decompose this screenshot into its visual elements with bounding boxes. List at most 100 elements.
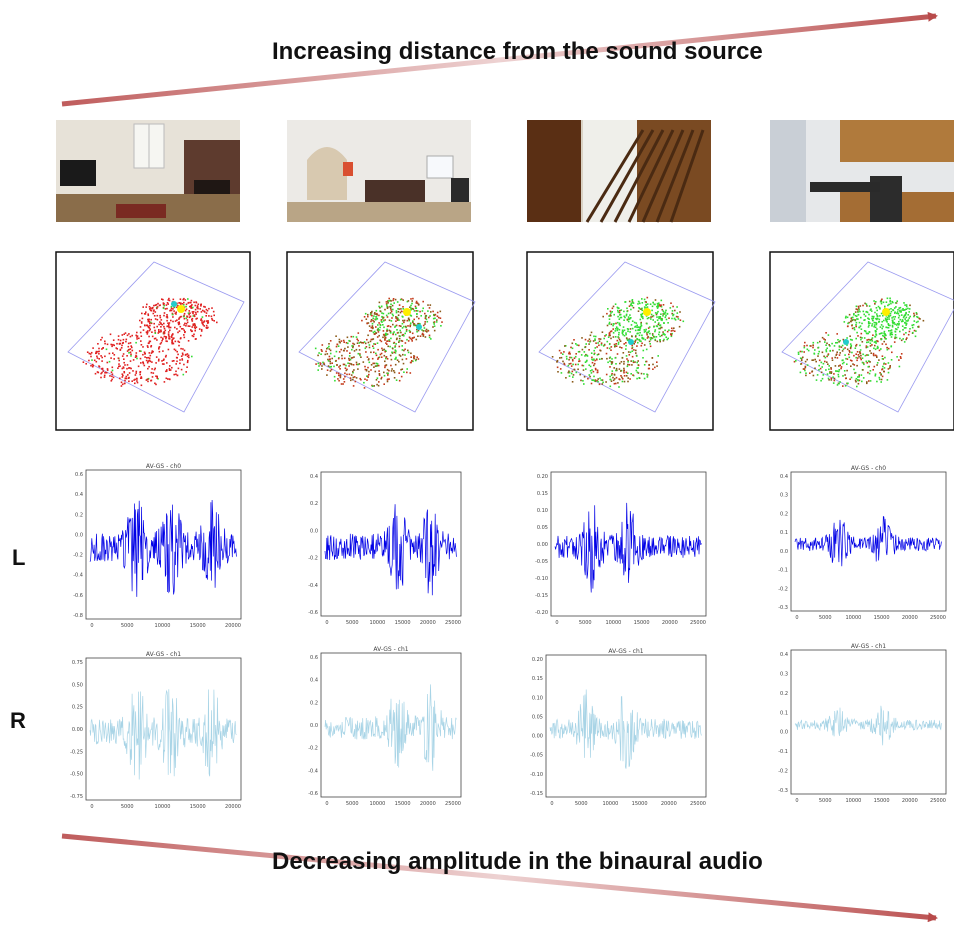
x-tick-label: 20000 xyxy=(420,620,436,626)
x-tick-label: 5000 xyxy=(346,620,359,626)
y-tick-label: 0.3 xyxy=(780,671,788,677)
x-tick-label: 15000 xyxy=(190,804,206,810)
y-tick-label: 0.1 xyxy=(780,710,788,716)
plot-title: AV-GS - ch1 xyxy=(851,643,886,650)
y-tick-label: -0.4 xyxy=(73,573,83,579)
left-channel-plot-1: AV-GS - ch0 0.6 0.4 0.2 0.0 -0.2 -0.4 -0.6 -0.8 0… xyxy=(73,463,242,629)
right-channel-plot-4: AV-GS - ch1 0.4 0.3 0.2 0.1 0.0 -0.1 -0.2 -0.3 0 5… xyxy=(778,643,947,804)
waveform-trace xyxy=(554,502,702,593)
y-tick-label: -0.8 xyxy=(73,613,83,619)
y-tick-label: -0.6 xyxy=(308,610,318,616)
y-tick-label: 0.00 xyxy=(532,734,543,740)
y-tick-label: -0.75 xyxy=(70,794,83,800)
x-tick-label: 25000 xyxy=(690,620,706,626)
sound-source-marker xyxy=(177,305,185,313)
y-tick-label: -0.2 xyxy=(308,746,318,752)
y-tick-label: 0.4 xyxy=(75,492,83,498)
waveform-trace xyxy=(324,504,457,596)
waveform-trace xyxy=(794,705,942,746)
y-tick-label: 0.20 xyxy=(537,474,548,480)
y-tick-label: 0.0 xyxy=(310,528,318,534)
gaussian-scene-view-3 xyxy=(526,251,716,431)
y-tick-label: -0.6 xyxy=(73,593,83,599)
x-tick-label: 20000 xyxy=(902,798,918,804)
x-tick-label: 20000 xyxy=(661,801,677,807)
gaussian-scene-view-1 xyxy=(55,251,251,431)
x-tick-label: 0 xyxy=(90,804,93,810)
x-tick-label: 5000 xyxy=(121,623,134,629)
sound-source-marker xyxy=(882,308,890,316)
y-tick-label: -0.2 xyxy=(308,556,318,562)
y-tick-label: 0.15 xyxy=(537,491,548,497)
bottom-caption: Decreasing amplitude in the binaural aud… xyxy=(272,848,763,875)
x-tick-label: 25000 xyxy=(445,620,461,626)
scene-photo-4: kitchen-photo xyxy=(770,120,954,222)
x-tick-label: 25000 xyxy=(445,801,461,807)
right-channel-plot-1: AV-GS - ch1 0.75 0.50 0.25 0.00 -0.25 -0.50 -0.… xyxy=(70,651,242,810)
y-tick-label: 0.20 xyxy=(532,657,543,663)
x-tick-label: 15000 xyxy=(874,798,890,804)
y-tick-label: -0.6 xyxy=(308,791,318,797)
x-tick-label: 5000 xyxy=(575,801,588,807)
distance-arrow xyxy=(61,11,938,107)
y-tick-label: 0.0 xyxy=(780,549,788,555)
y-tick-label: 0.75 xyxy=(72,660,83,666)
left-channel-plot-2: 0.4 0.2 0.0 -0.2 -0.4 -0.6 0 5000 10000 15000 2000… xyxy=(308,471,462,626)
scene-photo-1: living-room-fireplace-photo xyxy=(56,120,240,222)
y-tick-label: 0.2 xyxy=(780,511,788,517)
y-tick-label: 0.2 xyxy=(310,700,318,706)
scene-photo-3: staircase-photo xyxy=(527,120,711,223)
x-tick-label: 20000 xyxy=(420,801,436,807)
x-tick-label: 10000 xyxy=(369,620,385,626)
x-tick-label: 15000 xyxy=(632,801,648,807)
y-tick-label: 0.00 xyxy=(537,542,548,548)
y-tick-label: 0.6 xyxy=(75,472,83,478)
sound-source-marker xyxy=(403,308,411,316)
x-tick-label: 5000 xyxy=(579,620,592,626)
x-tick-label: 25000 xyxy=(690,801,706,807)
y-tick-label: 0.00 xyxy=(72,727,83,733)
y-tick-label: -0.05 xyxy=(530,753,543,759)
left-channel-plot-4: AV-GS - ch0 0.4 0.3 0.2 0.1 0.0 -0.1 -0.2 -0.3 0 5… xyxy=(778,465,947,621)
waveform-trace xyxy=(89,689,237,780)
x-tick-label: 0 xyxy=(325,620,328,626)
y-tick-label: 0.10 xyxy=(532,695,543,701)
plot-title: AV-GS - ch0 xyxy=(851,465,886,472)
x-tick-label: 20000 xyxy=(902,615,918,621)
y-tick-label: 0.50 xyxy=(72,682,83,688)
y-tick-label: -0.1 xyxy=(778,568,788,574)
y-tick-label: -0.4 xyxy=(308,768,318,774)
x-tick-label: 15000 xyxy=(190,623,206,629)
plot-title: AV-GS - ch0 xyxy=(146,463,181,470)
x-tick-label: 10000 xyxy=(602,801,618,807)
plot-title: AV-GS - ch1 xyxy=(608,648,643,655)
x-tick-label: 10000 xyxy=(845,798,861,804)
x-tick-label: 5000 xyxy=(121,804,134,810)
y-tick-label: -0.50 xyxy=(70,772,83,778)
y-tick-label: 0.2 xyxy=(75,512,83,518)
gaussian-scene-view-2 xyxy=(286,251,476,431)
y-tick-label: -0.1 xyxy=(778,749,788,755)
y-tick-label: -0.15 xyxy=(535,593,548,599)
y-tick-label: -0.05 xyxy=(535,559,548,565)
y-tick-label: 0.4 xyxy=(780,474,788,480)
y-tick-label: 0.10 xyxy=(537,508,548,514)
x-tick-label: 0 xyxy=(555,620,558,626)
listener-marker xyxy=(843,339,849,345)
y-tick-label: 0.25 xyxy=(72,705,83,711)
listener-marker xyxy=(171,301,177,307)
x-tick-label: 20000 xyxy=(662,620,678,626)
right-channel-label: R xyxy=(10,708,26,733)
y-tick-label: 0.05 xyxy=(532,714,543,720)
y-tick-label: -0.2 xyxy=(778,586,788,592)
y-tick-label: -0.25 xyxy=(70,749,83,755)
y-tick-label: 0.1 xyxy=(780,530,788,536)
right-channel-plot-3: AV-GS - ch1 0.20 0.15 0.10 0.05 0.00 -0.05 -0.1… xyxy=(530,648,707,807)
y-tick-label: -0.3 xyxy=(778,605,788,611)
y-tick-label: -0.15 xyxy=(530,791,543,797)
plot-title: AV-GS - ch1 xyxy=(373,646,408,653)
x-tick-label: 20000 xyxy=(225,623,241,629)
x-tick-label: 10000 xyxy=(605,620,621,626)
x-tick-label: 15000 xyxy=(395,801,411,807)
